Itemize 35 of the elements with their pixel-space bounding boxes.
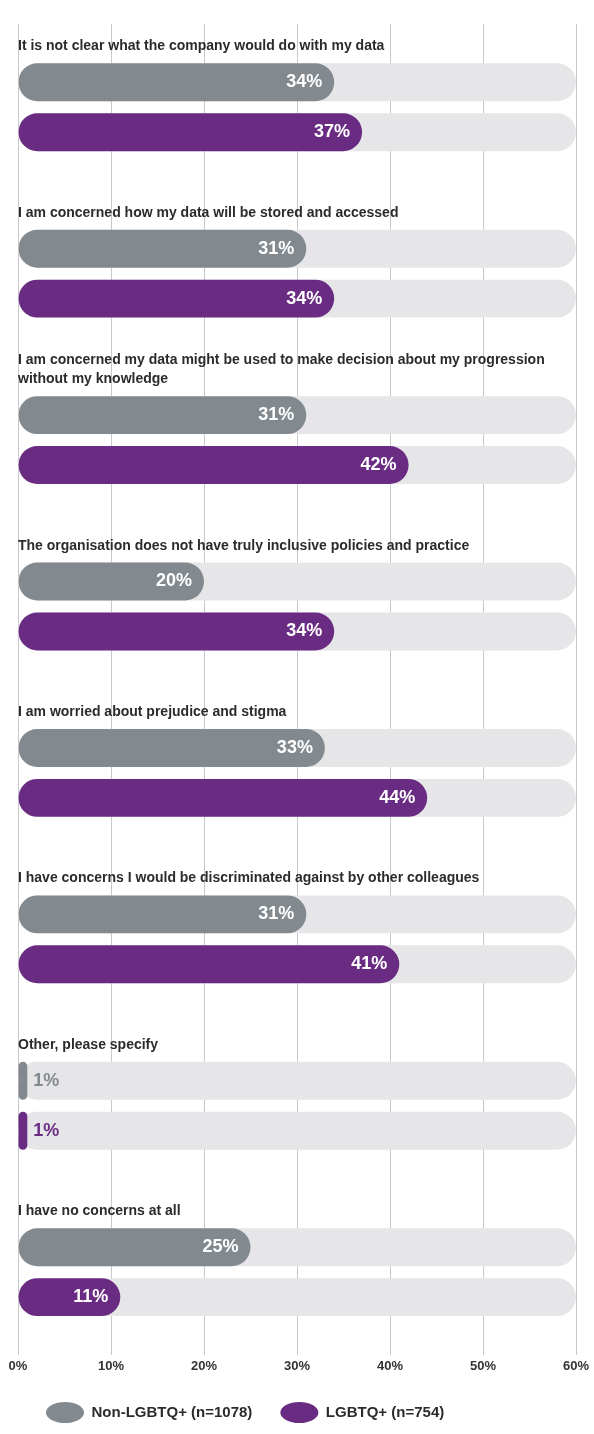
data-label: 33%	[276, 736, 313, 757]
data-label: 1%	[33, 1069, 60, 1090]
data-label: 31%	[258, 404, 295, 425]
data-label: 34%	[286, 287, 323, 308]
data-label: 31%	[258, 903, 295, 924]
y-tick-label: I have no concerns at all	[18, 1202, 181, 1219]
x-tick-label: 10%	[97, 1357, 125, 1373]
y-tick-label: It is not clear what the company would do with my data	[18, 37, 385, 54]
data-label: 41%	[351, 953, 388, 974]
data-label: 11%	[73, 1286, 109, 1307]
y-tick-label: I am worried about prejudice and stigma	[18, 702, 287, 719]
data-label: 34%	[286, 620, 323, 641]
x-tick-label: 60%	[562, 1357, 590, 1373]
data-label: 31%	[258, 237, 295, 258]
data-label: 42%	[360, 453, 397, 474]
y-tick-label: The organisation does not have truly inclusive policies and practice	[18, 536, 470, 553]
bar	[18, 1111, 28, 1150]
y-tick-label: Other, please specify	[18, 1035, 159, 1052]
x-tick-label: 50%	[469, 1357, 497, 1373]
x-tick-label: 0%	[8, 1357, 28, 1373]
legend-label: LGBTQ+ (n=754)	[325, 1402, 445, 1420]
data-label: 37%	[314, 121, 351, 142]
data-label: 25%	[202, 1236, 239, 1257]
y-tick-label: I am concerned how my data will be stored and accessed	[18, 203, 399, 220]
legend-label: Non-LGBTQ+ (n=1078)	[91, 1402, 253, 1420]
data-label: 34%	[286, 71, 323, 92]
bar	[18, 1061, 28, 1100]
x-tick-label: 20%	[190, 1357, 218, 1373]
y-tick-label: I have concerns I would be discriminated against by other colleagues	[18, 869, 480, 886]
x-tick-label: 40%	[376, 1357, 404, 1373]
data-label: 44%	[379, 786, 416, 807]
y-tick-label: I am concerned my data might be used to make decision about my progression without my knowledge	[17, 351, 545, 387]
x-tick-label: 30%	[283, 1357, 311, 1373]
data-label: 1%	[33, 1119, 60, 1140]
data-label: 20%	[155, 570, 192, 591]
